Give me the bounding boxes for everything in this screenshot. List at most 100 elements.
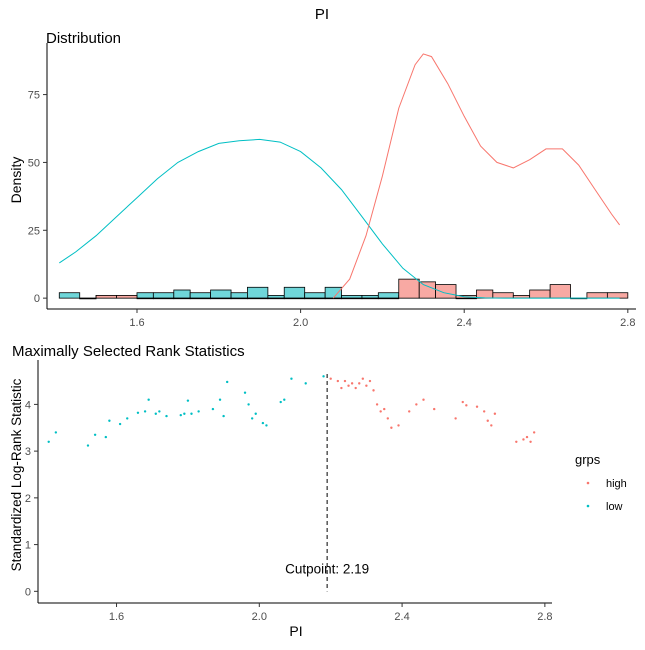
histogram-bar-high: [377, 297, 400, 300]
point-low: [47, 440, 50, 443]
point-low: [54, 431, 58, 434]
point-high: [336, 379, 340, 383]
rank-stat-ylabel: Standardized Log-Rank Statistic: [9, 378, 24, 571]
point-low: [279, 400, 282, 404]
point-low: [108, 419, 111, 422]
histogram-bar-high: [361, 297, 379, 300]
point-high: [475, 405, 479, 408]
point-high: [390, 426, 393, 429]
point-high: [482, 410, 486, 413]
point-high: [358, 382, 361, 385]
histogram-bar-high: [606, 292, 629, 299]
histogram-high: [79, 278, 629, 300]
y-tick-label: 75: [28, 90, 40, 102]
point-high: [347, 384, 350, 387]
y-tick-label: 0: [25, 586, 31, 598]
distribution-panel: Distribution Density 0 25 50 75 1.6 2.0 2.4 2.8: [8, 30, 636, 329]
point-high: [422, 398, 425, 401]
x-tick-label: 2.8: [620, 317, 635, 329]
x-tick-label: 2.4: [457, 317, 472, 329]
histogram-bar-high: [476, 289, 494, 299]
page-title: PI: [315, 6, 329, 23]
point-low: [143, 410, 147, 413]
point-high: [361, 377, 365, 380]
rank-stat-axes: 0 1 2 3 4 1.6 2.0 2.4 2.8: [25, 360, 553, 623]
point-low: [218, 398, 222, 401]
histogram-bar-low: [152, 292, 175, 299]
histogram-bar-high: [136, 297, 154, 300]
point-high: [365, 384, 368, 387]
x-tick-label: 1.6: [109, 611, 124, 623]
point-low: [265, 424, 268, 427]
histogram-bar-low: [304, 292, 326, 299]
point-low: [186, 399, 190, 402]
histogram-bar-high: [230, 297, 248, 300]
cutpoint-label: Cutpoint: 2.19: [285, 562, 369, 577]
histogram-bar-high: [304, 297, 326, 300]
histogram-bar-low: [267, 295, 285, 299]
density-curves: [59, 53, 621, 299]
legend: grps high low: [575, 452, 627, 513]
histogram-bar-low: [230, 292, 248, 299]
histogram-bar-high: [529, 289, 551, 299]
x-tick-label: 2.0: [252, 611, 267, 623]
histogram-bar-low: [377, 292, 400, 299]
histogram-bar-low: [324, 286, 342, 299]
point-high: [350, 382, 354, 385]
point-low: [104, 435, 108, 439]
point-low: [261, 421, 265, 425]
y-tick-label: 4: [25, 399, 31, 411]
histogram-bar-low: [247, 286, 269, 299]
point-high: [461, 400, 464, 404]
point-low: [183, 412, 186, 415]
histogram-bar-low: [341, 295, 363, 299]
point-low: [304, 382, 307, 385]
legend-label-high: high: [606, 478, 627, 490]
rank-stat-title: Maximally Selected Rank Statistics: [12, 343, 245, 360]
point-low: [247, 403, 250, 406]
distribution-axes: 0 25 50 75 1.6 2.0 2.4 2.8: [28, 43, 636, 329]
distribution-title: Distribution: [46, 30, 121, 47]
x-tick-label: 1.6: [129, 317, 144, 329]
histogram-bar-high: [586, 292, 608, 299]
point-high: [375, 403, 379, 406]
point-high: [465, 404, 468, 407]
density-curve-high: [332, 53, 621, 299]
point-high: [415, 403, 418, 406]
y-tick-label: 1: [25, 540, 31, 552]
legend-key-low: [586, 504, 590, 508]
point-low: [190, 412, 193, 415]
point-high: [490, 424, 493, 427]
point-low: [243, 391, 247, 394]
point-low: [250, 417, 254, 420]
legend-key-high: [586, 481, 590, 485]
point-high: [486, 419, 489, 422]
legend-title: grps: [575, 452, 601, 467]
histogram-bar-high: [324, 297, 342, 300]
y-tick-label: 2: [25, 493, 31, 505]
point-high: [372, 389, 375, 392]
histogram-bar-low: [283, 286, 306, 299]
rank-stat-panel: Maximally Selected Rank Statistics Stand…: [9, 343, 553, 639]
point-low: [136, 411, 140, 415]
histogram-bar-high: [549, 284, 571, 299]
x-tick-label: 2.0: [293, 317, 308, 329]
y-tick-label: 25: [28, 225, 40, 237]
rank-stat-xlabel: PI: [289, 623, 302, 639]
y-tick-label: 0: [34, 293, 40, 305]
point-low: [158, 410, 161, 413]
point-low: [165, 414, 168, 418]
density-curve-low: [59, 138, 620, 299]
histogram-bar-high: [247, 297, 269, 300]
point-high: [433, 407, 436, 411]
point-low: [93, 433, 97, 436]
point-low: [290, 377, 293, 380]
point-low: [118, 422, 122, 426]
histogram-bar-low: [189, 292, 212, 299]
point-high: [525, 435, 529, 439]
y-tick-label: 50: [28, 157, 40, 169]
point-high: [529, 440, 532, 443]
point-high: [454, 417, 457, 420]
histogram-bar-high: [398, 278, 420, 299]
